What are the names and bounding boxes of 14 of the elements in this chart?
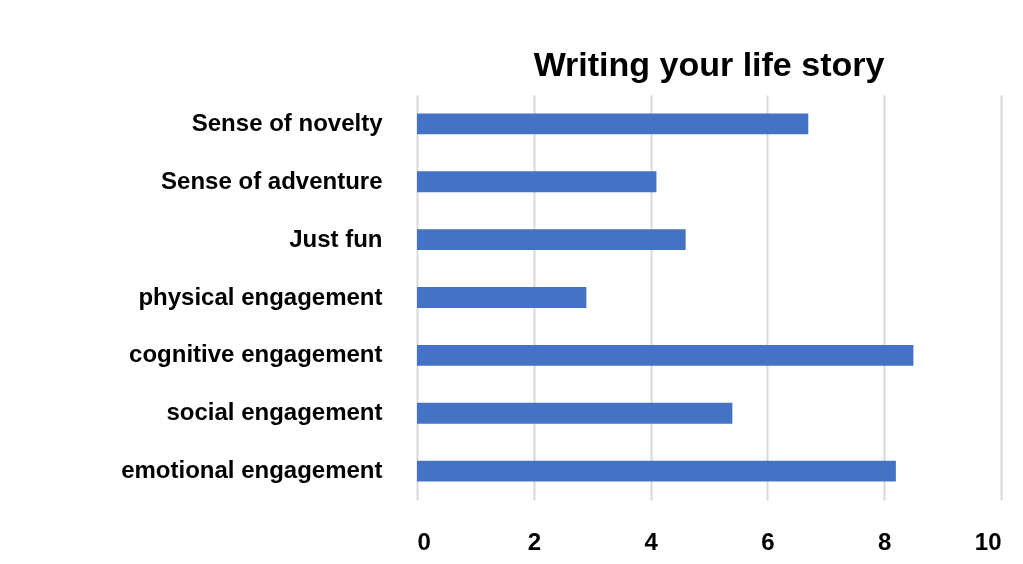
y-tick-label: physical engagement bbox=[138, 282, 383, 310]
x-tick-label: 6 bbox=[761, 527, 775, 555]
y-tick-label: social engagement bbox=[166, 398, 383, 426]
x-tick-label: 2 bbox=[527, 527, 541, 555]
chart-title: Writing your life story bbox=[533, 45, 885, 83]
y-tick-label: cognitive engagement bbox=[129, 340, 383, 368]
x-tick-label: 0 bbox=[417, 527, 431, 555]
y-tick-label: emotional engagement bbox=[121, 456, 383, 484]
y-tick-label: Sense of adventure bbox=[161, 166, 383, 194]
y-tick-label: Sense of novelty bbox=[191, 108, 384, 136]
x-tick-label: 8 bbox=[878, 527, 892, 555]
x-tick-label: 10 bbox=[974, 527, 1002, 555]
y-tick-label: Just fun bbox=[289, 224, 383, 252]
x-tick-label: 4 bbox=[644, 527, 659, 555]
